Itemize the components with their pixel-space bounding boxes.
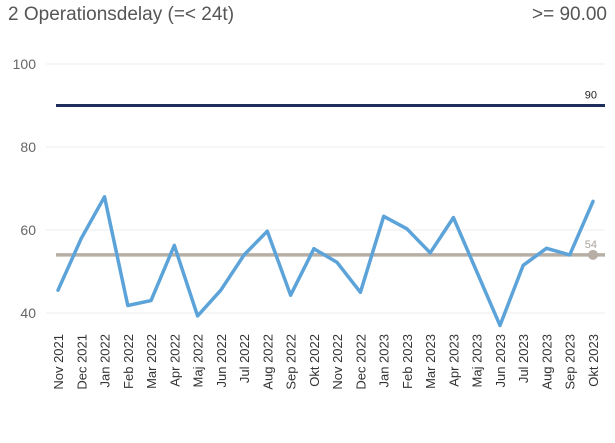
- target-threshold-text: >= 90.00: [531, 4, 607, 25]
- data-point: [591, 199, 595, 203]
- reference-lines: 90 54: [56, 90, 605, 260]
- x-tick-label: Feb 2023: [400, 334, 415, 389]
- y-tick-label: 80: [20, 139, 36, 155]
- series-line: [56, 195, 595, 328]
- x-tick-label: Sep 2022: [284, 334, 299, 390]
- x-tick-label: Nov 2022: [330, 334, 345, 390]
- data-point: [428, 251, 432, 255]
- grid-lines: [46, 63, 605, 314]
- x-tick-label: Jul 2022: [237, 334, 252, 383]
- data-point: [451, 216, 455, 220]
- y-tick-label: 40: [20, 305, 36, 321]
- x-tick-label: Aug 2023: [539, 334, 554, 390]
- data-point: [312, 247, 316, 251]
- data-point: [475, 270, 479, 273]
- x-tick-label: Jan 2022: [98, 334, 113, 388]
- x-tick-label: Feb 2022: [121, 334, 136, 389]
- data-point: [544, 246, 548, 250]
- x-tick-label: Jul 2023: [516, 334, 531, 383]
- data-point: [56, 288, 60, 292]
- data-point: [382, 214, 386, 218]
- x-tick-label: Jun 2023: [493, 334, 508, 388]
- data-point: [103, 195, 107, 199]
- x-tick-label: Aug 2022: [260, 334, 275, 390]
- y-tick-label: 60: [20, 222, 36, 238]
- x-tick-label: Jun 2022: [214, 334, 229, 388]
- x-axis: Nov 2021 Dec 2021 Jan 2022 Feb 2022 Mar 2022…: [51, 334, 601, 390]
- data-point: [79, 236, 83, 240]
- data-point: [265, 229, 269, 233]
- data-point: [172, 243, 176, 247]
- x-tick-label: Maj 2022: [191, 334, 206, 387]
- data-point: [219, 288, 223, 292]
- x-tick-label: Dec 2021: [74, 334, 89, 390]
- series-group: [56, 195, 595, 328]
- data-point: [521, 263, 525, 267]
- data-point: [242, 253, 246, 257]
- data-point: [498, 323, 502, 327]
- x-tick-label: Mar 2022: [144, 334, 159, 389]
- x-tick-label: Jan 2023: [377, 334, 392, 388]
- data-point: [196, 314, 200, 318]
- x-tick-label: Dec 2022: [353, 334, 368, 390]
- data-point: [405, 227, 409, 231]
- data-point: [358, 290, 362, 294]
- chart-title: 2 Operationsdelay (=< 24t): [8, 4, 235, 25]
- reference-line-label: 90: [585, 90, 597, 102]
- data-point: [126, 304, 130, 308]
- reference-line-label: 54: [585, 239, 597, 251]
- x-tick-label: Okt 2022: [307, 334, 322, 387]
- x-tick-label: Okt 2023: [586, 334, 601, 387]
- data-point: [568, 253, 572, 257]
- data-point: [335, 260, 339, 264]
- x-tick-label: Maj 2023: [470, 334, 485, 387]
- data-point: [289, 293, 293, 297]
- x-tick-label: Mar 2023: [423, 334, 438, 389]
- x-tick-label: Nov 2021: [51, 334, 66, 390]
- reference-line-marker: [588, 249, 598, 260]
- y-axis: 40 60 80 100: [13, 56, 37, 321]
- data-point: [149, 299, 153, 303]
- x-tick-label: Sep 2023: [563, 334, 578, 390]
- x-tick-label: Apr 2022: [167, 334, 182, 387]
- x-tick-label: Apr 2023: [446, 334, 461, 387]
- y-tick-label: 100: [13, 56, 37, 72]
